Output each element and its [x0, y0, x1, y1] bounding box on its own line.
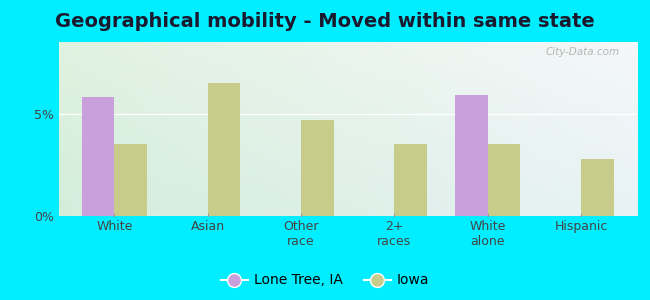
Bar [82, 97, 114, 216]
Text: Geographical mobility - Moved within same state: Geographical mobility - Moved within sam… [55, 12, 595, 31]
Bar [581, 159, 614, 216]
Bar [301, 120, 333, 216]
Text: City-Data.com: City-Data.com [545, 47, 619, 57]
Bar [455, 95, 488, 216]
Bar [208, 83, 240, 216]
Bar [395, 144, 427, 216]
Bar [114, 144, 147, 216]
Bar [488, 144, 521, 216]
Legend: Lone Tree, IA, Iowa: Lone Tree, IA, Iowa [215, 268, 435, 293]
